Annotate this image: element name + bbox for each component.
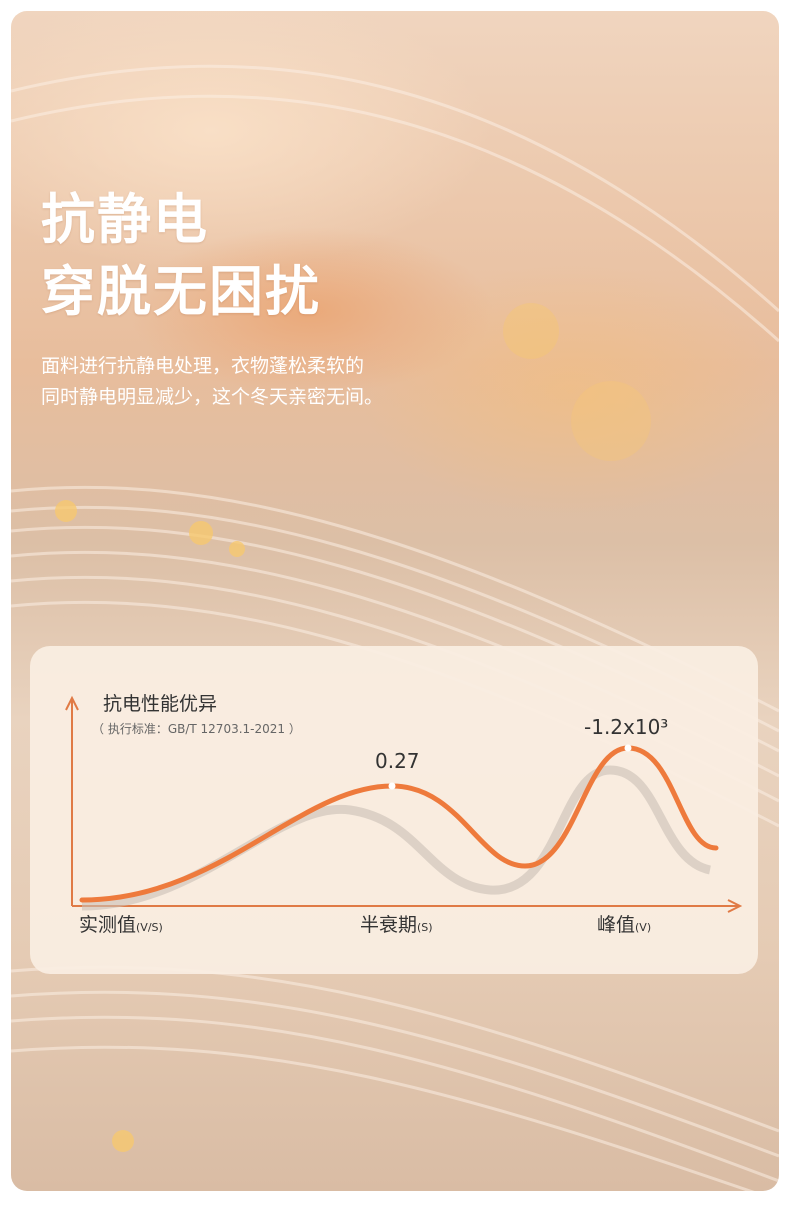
x-axis xyxy=(72,899,743,913)
point-peak xyxy=(624,744,632,752)
annotation-peak: -1.2x10³ xyxy=(584,715,669,739)
description: 面料进行抗静电处理，衣物蓬松柔软的 同时静电明显减少，这个冬天亲密无间。 xyxy=(41,351,383,413)
annotation-half-life: 0.27 xyxy=(375,749,420,773)
category-unit: (S) xyxy=(417,921,433,934)
description-line-2: 同时静电明显减少，这个冬天亲密无间。 xyxy=(41,386,384,408)
y-axis xyxy=(65,695,79,906)
point-half-life xyxy=(388,782,396,790)
category-unit: (V) xyxy=(635,921,652,934)
product-banner: 抗静电 穿脱无困扰 面料进行抗静电处理，衣物蓬松柔软的 同时静电明显减少，这个冬… xyxy=(11,11,779,1191)
category-label: 半衰期 xyxy=(360,914,418,936)
headline-line-2: 穿脱无困扰 xyxy=(41,260,321,323)
category-measured: 实测值(V/S) xyxy=(79,910,163,937)
curve-shadow xyxy=(81,765,712,911)
category-peak: 峰值(V) xyxy=(597,910,651,937)
fiber-strands-decoration xyxy=(11,64,779,1191)
chart-subtitle: （ 执行标准：GB/T 12703.1-2021 ） xyxy=(92,722,301,736)
chart-card: 抗电性能优异 （ 执行标准：GB/T 12703.1-2021 ） 0.27 -… xyxy=(30,646,758,974)
category-half-life: 半衰期(S) xyxy=(360,910,433,937)
chart-svg xyxy=(65,695,743,913)
description-line-1: 面料进行抗静电处理，衣物蓬松柔软的 xyxy=(41,355,365,377)
category-label: 峰值 xyxy=(597,914,636,936)
category-label: 实测值 xyxy=(79,914,137,936)
category-unit: (V/S) xyxy=(136,921,163,934)
headline-line-1: 抗静电 xyxy=(41,188,209,251)
chart-title: 抗电性能优异 xyxy=(103,693,218,715)
curve-line xyxy=(79,745,719,903)
